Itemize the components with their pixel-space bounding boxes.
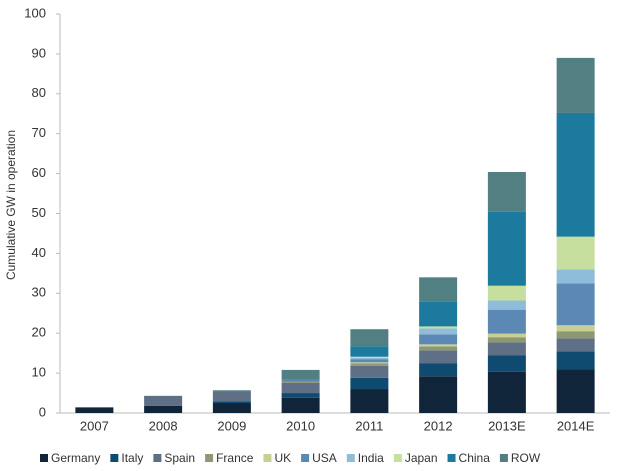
legend-label: Germany [51,451,100,465]
legend-label: Japan [405,451,438,465]
bar-segment [556,269,595,284]
bar-segment [281,397,320,413]
y-tick-label: 0 [39,404,46,419]
bar-segment [212,390,251,392]
legend-swatch [499,454,508,462]
bar-segment [487,309,526,334]
bar-segment [350,365,389,378]
bar-segment [487,355,526,372]
bar-segment [281,369,320,380]
y-tick-label: 90 [32,45,46,60]
bar-segment [556,325,595,332]
y-tick-label: 10 [32,365,46,380]
legend-swatch [110,454,119,462]
bar-segment [212,401,251,404]
bar-segment [75,407,114,413]
legend-swatch [40,454,48,462]
legend-swatch [346,454,355,462]
y-tick-label: 50 [32,205,46,220]
bar-segment [419,301,458,327]
legend-label: UK [274,451,291,465]
legend-swatch [153,454,162,462]
bar-segment [350,363,389,366]
bar-segment [556,351,595,370]
bar-segment [350,329,389,347]
legend-label: ROW [511,451,541,465]
bar-segment [556,283,595,326]
bar-segment [350,359,389,363]
y-tick-label: 30 [32,285,46,300]
legend-swatch [205,454,214,462]
bar-segment [487,172,526,212]
bar-segment [487,371,526,413]
bar-segment [419,363,458,377]
bar-segment [212,391,251,402]
x-tick-label: 2013E [488,418,526,433]
bar-segment [419,277,458,302]
legend-label: France [216,451,254,465]
bar-segment [419,328,458,335]
x-tick-label: 2009 [217,418,246,433]
x-tick-label: 2012 [424,418,453,433]
x-tick-label: 2008 [149,418,178,433]
x-tick-label: 2007 [80,418,109,433]
bar-segment [281,381,320,383]
legend-swatch [263,454,272,462]
bar-segment [144,395,183,406]
bar-segment [281,393,320,398]
bar-segment [487,342,526,356]
bar-segment [350,357,389,360]
bar-segment [144,405,183,413]
bar-segment [419,346,458,351]
bar-segment [350,377,389,390]
bar-segment [556,236,595,270]
y-tick-label: 20 [32,325,46,340]
bar-segment [350,346,389,357]
y-tick-label: 40 [32,245,46,260]
bar-segment [419,344,458,347]
legend-label: Italy [121,451,143,465]
bar-segment [556,112,595,237]
x-tick-label: 2011 [355,418,383,433]
bar-segment [281,382,320,394]
bar-segment [419,334,458,345]
legend-label: Spain [164,451,195,465]
bar-segment [487,211,526,286]
bar-segment [487,300,526,310]
bar-segment [487,337,526,343]
bar-segment [281,379,320,382]
legend-swatch [447,454,456,462]
legend-label: China [459,451,491,465]
legend-label: USA [312,451,337,465]
bar-segment [487,333,526,338]
bar-segment [350,389,389,413]
y-tick-label: 80 [32,85,46,100]
bar-segment [419,326,458,329]
bar-segment [556,369,595,413]
legend-swatch [393,454,402,462]
bar-segment [556,338,595,352]
bar-segment [212,403,251,413]
y-tick-label: 100 [24,5,46,20]
bar-segment [556,331,595,339]
legend-swatch [301,454,310,462]
bar-segment [419,350,458,364]
bar-segment [556,57,595,113]
bar-segment [350,362,389,364]
x-tick-label: 2010 [286,418,315,433]
bar-segment [419,376,458,413]
y-tick-label: 70 [32,125,46,140]
bar-segment [350,356,389,358]
y-tick-label: 60 [32,165,46,180]
x-tick-label: 2014E [557,418,595,433]
legend-label: India [358,451,384,465]
y-axis-label: Cumulative GW in operation [4,130,18,280]
bar-segment [487,285,526,301]
